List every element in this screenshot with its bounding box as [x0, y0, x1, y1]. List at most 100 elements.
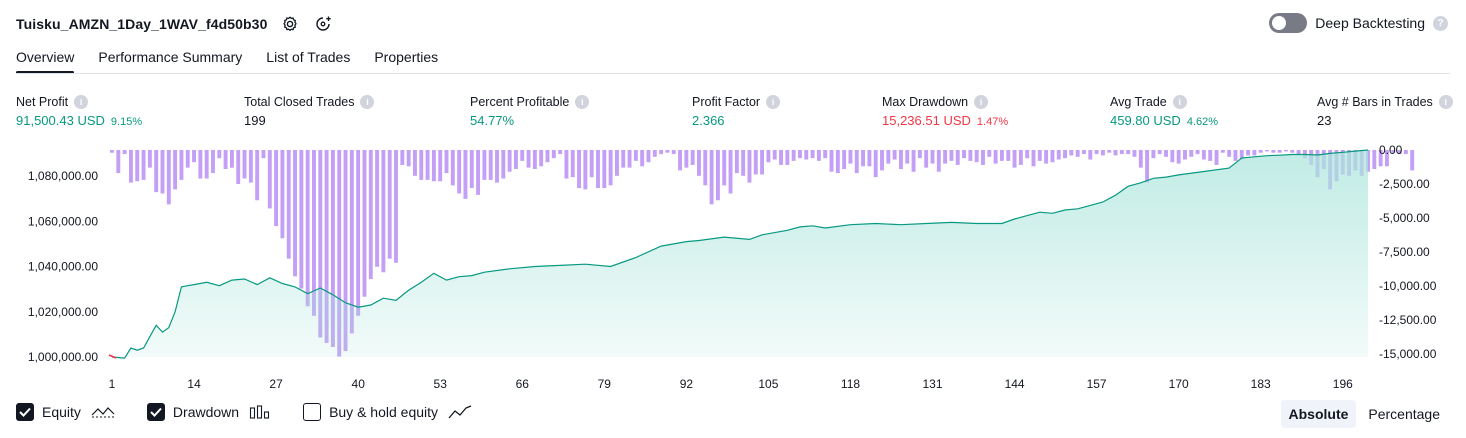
drawdown-bar [312, 150, 316, 316]
help-icon[interactable]: ? [1433, 15, 1448, 31]
drawdown-bar [785, 150, 790, 165]
info-icon[interactable]: i [1438, 94, 1453, 109]
drawdown-bar [1157, 150, 1162, 155]
equity-drawdown-chart: 1,080,000.00 1,060,000.00 1,040,000.00 1,02… [28, 143, 1437, 391]
drawdown-checkbox[interactable] [146, 403, 165, 421]
drawdown-bar [1176, 150, 1181, 164]
right-axis-tick: -7,500.00 [1379, 245, 1430, 259]
percentage-button[interactable]: Percentage [1368, 406, 1440, 422]
metric-value: 459.80 USD [1110, 113, 1181, 128]
drawdown-bar [924, 150, 929, 168]
drawdown-bar [1050, 150, 1055, 163]
drawdown-bar [892, 150, 897, 160]
drawdown-bar [545, 150, 550, 163]
drawdown-bar [962, 150, 967, 159]
drawdown-bar [596, 150, 600, 189]
right-axis-tick: -12,500.00 [1379, 313, 1437, 327]
legend-equity[interactable]: Equity [16, 403, 115, 421]
info-icon[interactable]: i [1172, 94, 1187, 109]
buy-hold-checkbox[interactable] [303, 403, 322, 421]
chart-legend: Equity Drawdown Buy & hold equity [16, 403, 472, 421]
drawdown-bar [981, 150, 985, 165]
drawdown-bar [583, 150, 588, 190]
drawdown-bar [495, 150, 499, 183]
left-axis-tick: 1,000,000.00 [28, 350, 98, 364]
drawdown-bar [602, 150, 607, 189]
drawdown-bar [1113, 150, 1118, 156]
drawdown-bar [1271, 150, 1276, 153]
link-settings-icon[interactable] [313, 13, 335, 35]
drawdown-bar [532, 150, 537, 170]
metric-label: Max Drawdown [882, 94, 969, 109]
drawdown-bar [1214, 150, 1219, 165]
drawdown-bar [697, 150, 701, 176]
gear-icon[interactable] [279, 13, 301, 35]
x-axis-tick: 105 [758, 377, 778, 391]
drawdown-bar [223, 150, 228, 170]
info-icon[interactable]: i [766, 94, 781, 109]
drawdown-bar [665, 150, 670, 153]
drawdown-bar [450, 150, 455, 186]
info-icon[interactable]: i [360, 94, 375, 109]
drawdown-bar [804, 150, 809, 160]
drawdown-bar [154, 150, 159, 193]
drawdown-bar [684, 150, 689, 168]
drawdown-bar [299, 150, 304, 289]
info-icon[interactable]: i [575, 94, 590, 109]
drawdown-bar [1164, 150, 1168, 157]
drawdown-bar [166, 150, 171, 205]
drawdown-bar [1100, 150, 1105, 156]
drawdown-bar [1384, 150, 1389, 167]
drawdown-bar [930, 150, 935, 164]
drawdown-bar [646, 150, 651, 163]
drawdown-bar [356, 150, 361, 316]
x-axis-tick: 40 [352, 377, 366, 391]
drawdown-bar [987, 150, 992, 157]
drawdown-bar [425, 150, 430, 180]
left-axis-tick: 1,040,000.00 [28, 260, 98, 274]
tab-overview[interactable]: Overview [16, 46, 75, 74]
drawdown-bar [816, 150, 821, 161]
legend-drawdown[interactable]: Drawdown [146, 403, 271, 421]
drawdown-bar [438, 150, 443, 182]
x-axis-tick: 131 [922, 377, 942, 391]
drawdown-bar [1056, 150, 1061, 160]
drawdown-bar [968, 150, 973, 161]
tab-performance-summary[interactable]: Performance Summary [98, 49, 243, 65]
drawdown-bar [400, 150, 405, 165]
legend-label: Equity [42, 404, 81, 420]
tab-list-of-trades[interactable]: List of Trades [266, 49, 351, 65]
tab-bar: Overview Performance Summary List of Tra… [16, 46, 438, 74]
absolute-button[interactable]: Absolute [1280, 400, 1357, 428]
right-axis-tick: -10,000.00 [1379, 279, 1437, 293]
drawdown-bar [116, 150, 121, 174]
drawdown-bar [488, 150, 493, 180]
drawdown-bar [185, 150, 190, 168]
info-icon[interactable]: i [974, 94, 989, 109]
drawdown-bar [1031, 150, 1036, 167]
drawdown-bar [368, 150, 373, 280]
right-axis-tick: -2,500.00 [1379, 177, 1430, 191]
drawdown-bar [1208, 150, 1213, 161]
tab-divider [16, 73, 1450, 74]
drawdown-bar [1151, 150, 1156, 159]
legend-buy-hold[interactable]: Buy & hold equity [303, 403, 472, 421]
metric-net-profit: Net Profit i 91,500.43 USD 9.15% [16, 93, 142, 129]
drawdown-bar [141, 150, 146, 180]
drawdown-bar [722, 150, 727, 186]
drawdown-bar [848, 150, 853, 164]
drawdown-bar [229, 150, 234, 168]
drawdown-bar [305, 150, 310, 307]
drawdown-bar [520, 150, 525, 161]
drawdown-bar [911, 150, 916, 172]
drawdown-bar [867, 150, 872, 167]
info-icon[interactable]: i [74, 94, 89, 109]
drawdown-bar [1025, 150, 1030, 159]
tab-properties[interactable]: Properties [374, 49, 439, 65]
equity-checkbox[interactable] [16, 403, 34, 421]
deep-backtesting-toggle[interactable] [1269, 13, 1308, 33]
drawdown-bar [242, 150, 247, 179]
drawdown-bar [1283, 150, 1288, 152]
drawdown-bar [652, 150, 657, 157]
drawdown-bar [413, 150, 417, 176]
